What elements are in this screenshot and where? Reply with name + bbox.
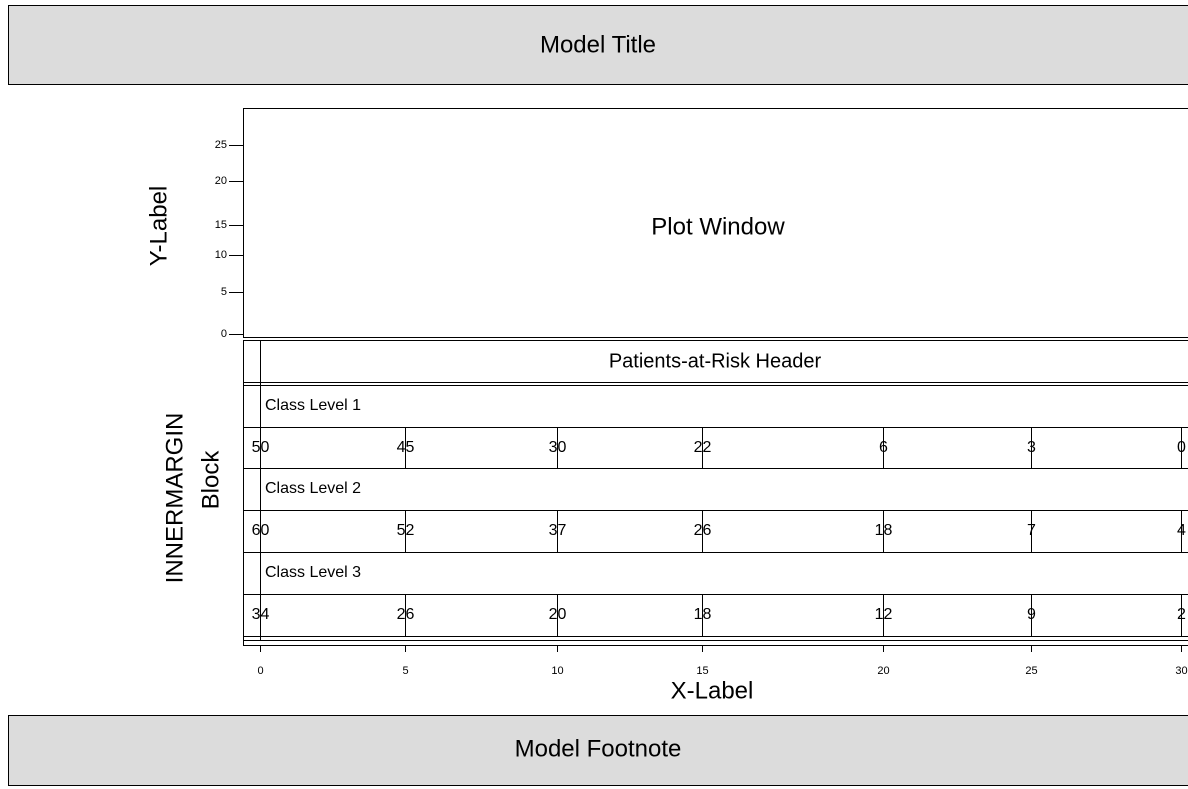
title-box bbox=[8, 5, 1188, 85]
risk-count: 2 bbox=[1177, 606, 1186, 623]
inner-block bbox=[243, 340, 1188, 646]
risk-count: 52 bbox=[397, 522, 415, 539]
plot-window-label: Plot Window bbox=[651, 213, 785, 240]
risk-count: 0 bbox=[1177, 439, 1186, 456]
footnote: Model Footnote bbox=[515, 735, 682, 762]
x-tick-label: 15 bbox=[696, 665, 708, 677]
x-tick-label: 25 bbox=[1025, 665, 1037, 677]
plot-window-frame bbox=[243, 108, 1188, 338]
x-tick-label: 5 bbox=[402, 665, 408, 677]
y-tick-label: 15 bbox=[215, 219, 227, 231]
risk-count: 34 bbox=[252, 606, 270, 623]
y-tick-label: 25 bbox=[215, 139, 227, 151]
x-tick-label: 10 bbox=[551, 665, 563, 677]
risk-count: 3 bbox=[1027, 439, 1036, 456]
y-tick-label: 5 bbox=[221, 286, 227, 298]
risk-count: 45 bbox=[397, 439, 415, 456]
risk-count: 18 bbox=[875, 522, 893, 539]
risk-count: 26 bbox=[397, 606, 415, 623]
risk-count: 60 bbox=[252, 522, 270, 539]
class-label: Class Level 3 bbox=[265, 564, 361, 581]
risk-count: 30 bbox=[549, 439, 567, 456]
block-label: INNERMARGIN bbox=[161, 413, 188, 584]
risk-count: 18 bbox=[694, 606, 712, 623]
y-tick-label: 0 bbox=[221, 328, 227, 340]
x-tick-label: 30 bbox=[1175, 665, 1187, 677]
risk-count: 50 bbox=[252, 439, 270, 456]
y-label: Y-Label bbox=[145, 186, 172, 267]
risk-count: 7 bbox=[1027, 522, 1036, 539]
block-label: Block bbox=[197, 450, 224, 510]
risk-count: 26 bbox=[694, 522, 712, 539]
risk-count: 22 bbox=[694, 439, 712, 456]
class-label: Class Level 2 bbox=[265, 480, 361, 497]
risk-count: 6 bbox=[879, 439, 888, 456]
footnote-box bbox=[8, 715, 1188, 786]
y-tick-label: 20 bbox=[215, 175, 227, 187]
risk-count: 12 bbox=[875, 606, 893, 623]
x-tick-label: 20 bbox=[877, 665, 889, 677]
x-tick-label: 0 bbox=[257, 665, 263, 677]
risk-count: 37 bbox=[549, 522, 567, 539]
y-tick-label: 10 bbox=[215, 249, 227, 261]
title: Model Title bbox=[540, 31, 656, 58]
risk-header: Patients-at-Risk Header bbox=[609, 350, 822, 372]
risk-count: 20 bbox=[549, 606, 567, 623]
x-label: X-Label bbox=[671, 677, 754, 704]
risk-count: 9 bbox=[1027, 606, 1036, 623]
class-label: Class Level 1 bbox=[265, 397, 361, 414]
risk-count: 4 bbox=[1177, 522, 1186, 539]
